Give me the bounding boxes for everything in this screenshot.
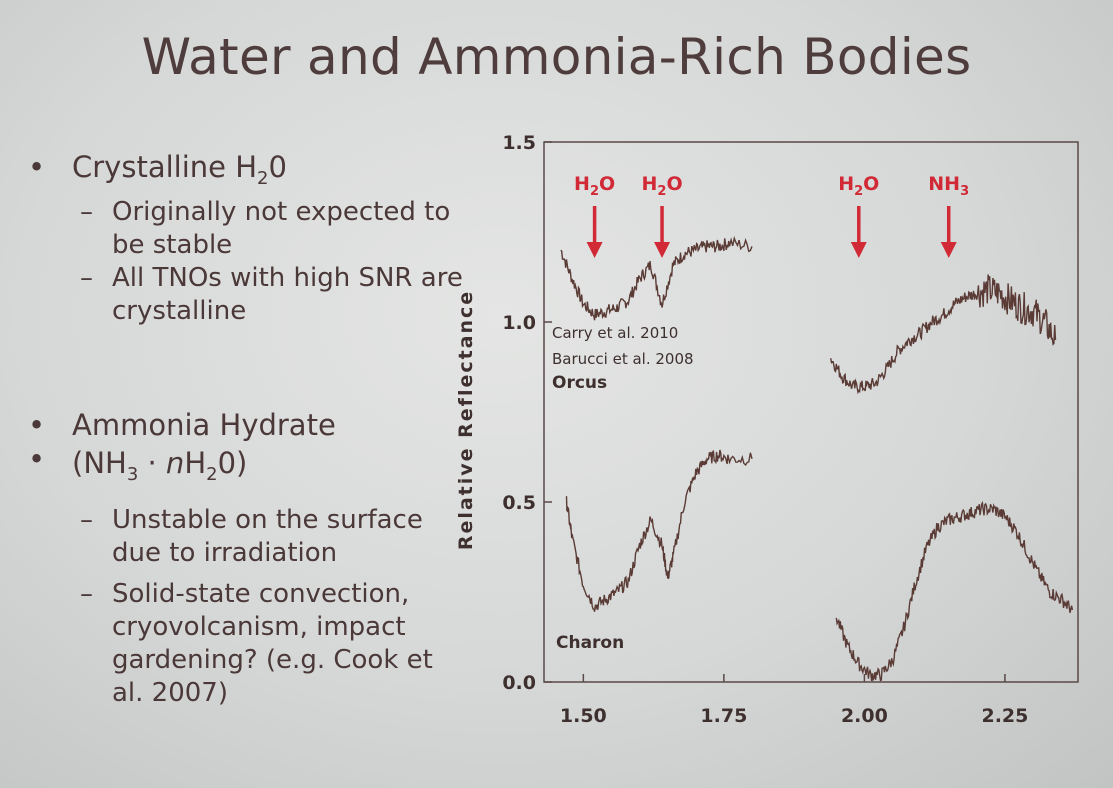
x-tick-label: 2.25 <box>981 705 1028 727</box>
absorption-label-h2o_3: H2O <box>838 173 879 199</box>
bullet-text-tail: 0 <box>268 150 287 184</box>
x-tick-label: 1.50 <box>560 705 607 727</box>
subbullet-unstable: Unstable on the surface due to irradiati… <box>28 504 468 570</box>
citation-barucci: Barucci et al. 2008 <box>552 350 694 368</box>
y-tick-label: 1.5 <box>502 132 536 154</box>
bullet-ammonia-formula: (NH3 · nH20) <box>28 442 468 492</box>
formula-sub: 3 <box>126 463 139 485</box>
slide-title: Water and Ammonia-Rich Bodies <box>141 28 972 86</box>
subbullet-not-expected: Originally not expected to be stable <box>28 196 468 262</box>
absorption-arrowhead-h2o_1 <box>586 242 603 258</box>
spectrum-line-orcus <box>560 235 753 321</box>
bullet-list: Crystalline H20 Originally not expected … <box>28 150 468 710</box>
y-axis-label: Relative Reflectance <box>455 290 477 550</box>
label-charon: Charon <box>556 633 624 653</box>
x-tick-label: 2.00 <box>841 705 888 727</box>
citation-carry: Carry et al. 2010 <box>552 324 678 342</box>
absorption-arrowhead-nh3 <box>940 242 957 258</box>
bullet-subscript: 2 <box>257 167 269 189</box>
formula-end: 0) <box>217 445 248 480</box>
x-tick-label: 1.75 <box>700 705 747 727</box>
plot-frame <box>543 141 1079 683</box>
spectrum-line-charon <box>835 500 1074 682</box>
y-tick-label: 1.0 <box>502 312 536 334</box>
spectrum-line-charon <box>565 449 753 612</box>
y-tick-label: 0.5 <box>502 492 536 514</box>
absorption-label-h2o_2: H2O <box>641 173 682 199</box>
absorption-arrowhead-h2o_3 <box>850 242 867 258</box>
spectrum-line-orcus <box>830 274 1057 395</box>
formula-n: n <box>165 445 185 480</box>
formula-h: H <box>184 445 207 480</box>
formula-dot: · <box>138 445 166 480</box>
subbullet-all-tnos: All TNOs with high SNR are crystalline <box>28 262 468 328</box>
spectrum-chart: Relative Reflectance 0.0 0.5 1.0 1.5 1.50 1.… <box>455 132 1079 727</box>
bullet-text: Crystalline H <box>72 150 258 184</box>
formula-sub2: 2 <box>206 463 218 485</box>
label-orcus: Orcus <box>552 373 607 393</box>
subbullet-convection: Solid-state convection, cryovolcanism, i… <box>28 578 468 710</box>
absorption-label-h2o_1: H2O <box>574 173 615 199</box>
y-tick-label: 0.0 <box>502 672 536 694</box>
bullet-crystalline-water: Crystalline H20 <box>28 150 468 196</box>
formula-part: (NH <box>72 445 127 480</box>
absorption-label-nh3: NH3 <box>928 173 969 199</box>
absorption-arrowhead-h2o_2 <box>654 242 671 258</box>
bullet-ammonia-hydrate: Ammonia Hydrate <box>28 408 468 442</box>
